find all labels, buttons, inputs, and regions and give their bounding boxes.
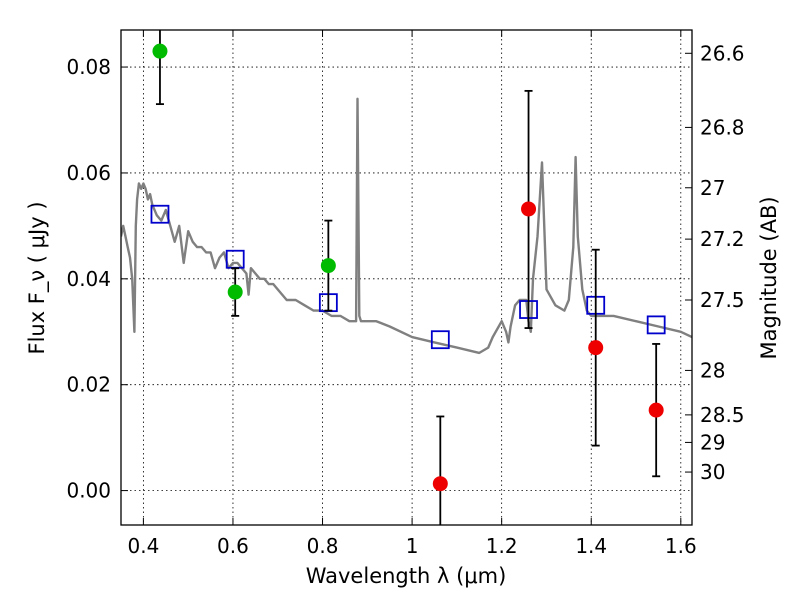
x-tick-label: 1.4: [575, 534, 607, 558]
model-photometry-square: [646, 315, 666, 335]
spectrum-line: [121, 97, 692, 355]
y-right-tick-label: 27.2: [700, 227, 745, 251]
y-right-tick-label: 30: [700, 460, 725, 484]
y-right-tick-label: 29: [700, 430, 725, 454]
x-tick-label: 1.2: [486, 534, 518, 558]
y-right-tick-label: 28.5: [700, 403, 745, 427]
data-points: [150, 30, 666, 525]
axes-frame: [120, 29, 693, 526]
model-photometry-square: [430, 330, 450, 350]
y-axis-label: Flux F_ν ( μJy ): [25, 201, 50, 354]
y-right-tick-label: 27: [700, 176, 725, 200]
detection-point: [227, 284, 243, 300]
tick-labels: 0.4 0.6 0.8 1 1.2 1.4 1.6 0.00 0.02 0.04 0.06 0.08 2…: [66, 41, 744, 558]
x-tick-label: 1: [406, 534, 419, 558]
x-tick-label: 0.8: [307, 534, 339, 558]
detection-point: [152, 43, 168, 59]
nondetection-point: [648, 402, 664, 418]
nondetection-point: [588, 340, 604, 356]
x-tick-label: 1.6: [665, 534, 697, 558]
tick-marks: [121, 30, 692, 525]
detection-point: [320, 258, 336, 274]
y-tick-label: 0.02: [66, 373, 111, 397]
y-right-tick-label: 28: [700, 358, 725, 382]
y-tick-label: 0.08: [66, 55, 111, 79]
x-axis-label: Wavelength λ (μm): [306, 564, 507, 588]
y-right-tick-label: 26.8: [700, 115, 745, 139]
y-tick-label: 0.00: [66, 479, 111, 503]
plot-border: [120, 29, 693, 526]
x-tick-label: 0.4: [127, 534, 159, 558]
nondetection-point: [432, 476, 448, 492]
y-axis-right-label: Magnitude (AB): [757, 196, 781, 359]
model-spectrum: [121, 97, 692, 355]
x-tick-label: 0.6: [217, 534, 249, 558]
grid: [121, 30, 692, 525]
y-tick-label: 0.04: [66, 267, 111, 291]
nondetection-point: [521, 201, 537, 217]
y-right-tick-label: 27.5: [700, 288, 745, 312]
y-tick-label: 0.06: [66, 161, 111, 185]
y-right-tick-label: 26.6: [700, 41, 745, 65]
model-photometry-square: [150, 204, 170, 224]
